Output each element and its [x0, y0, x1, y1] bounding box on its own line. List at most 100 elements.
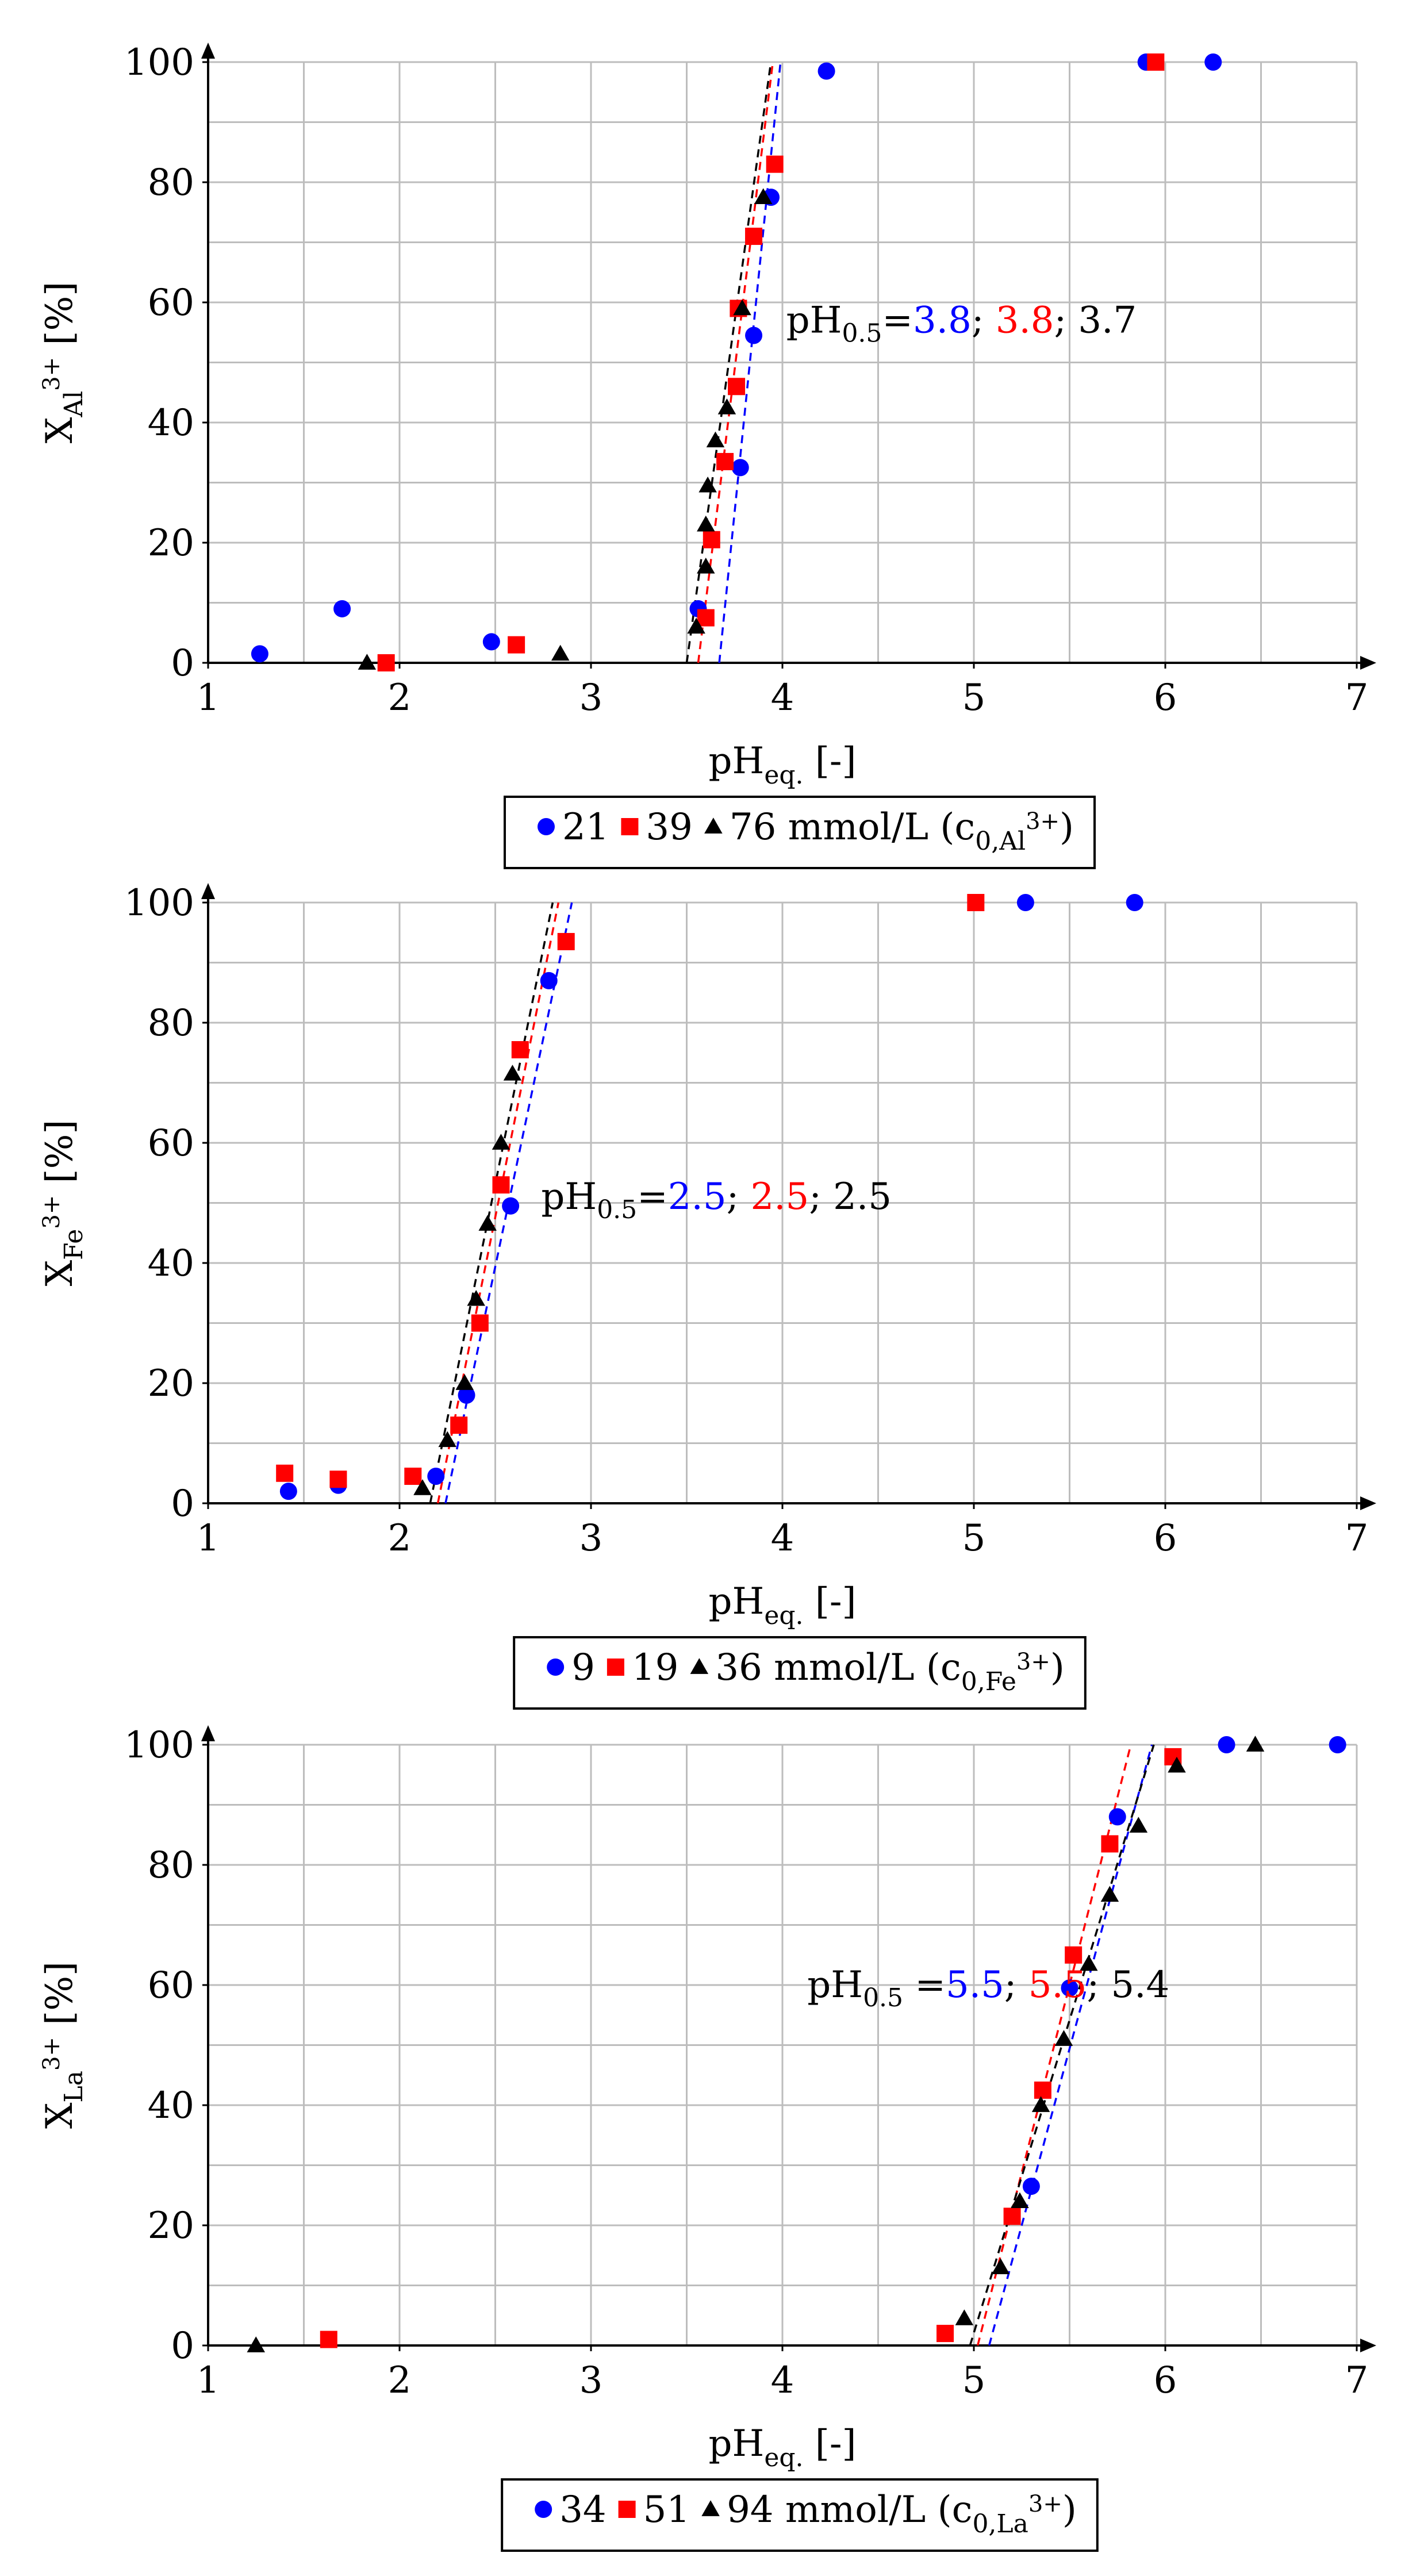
- fe-legend-marker-1: [547, 1659, 565, 1676]
- al-point-39: [728, 378, 746, 396]
- x-tick-label: 3: [579, 2359, 603, 2402]
- la-point-94: [1031, 2096, 1050, 2112]
- x-tick-label: 2: [388, 2359, 412, 2402]
- la-point-94: [1011, 2192, 1029, 2209]
- y-tick-label: 100: [124, 882, 194, 924]
- la-point-51: [320, 2331, 337, 2348]
- al-point-39: [716, 452, 734, 470]
- x-tick-label: 7: [1345, 1517, 1369, 1560]
- al-point-76: [706, 431, 725, 448]
- al-point-39: [508, 636, 525, 654]
- al-point-76: [698, 476, 717, 493]
- fe-fit-line-19: [436, 902, 560, 1504]
- x-tick-label: 7: [1345, 2359, 1369, 2402]
- al-annotation: pH0.5=3.8; 3.8; 3.7: [786, 299, 1137, 348]
- fe-point-9: [279, 1483, 297, 1500]
- fe-x-axis-arrow: [1360, 1496, 1376, 1510]
- la-series-94: [247, 1736, 1265, 2352]
- x-tick-label: 5: [962, 677, 986, 719]
- la-legend-marker-1: [535, 2501, 552, 2518]
- y-tick-label: 40: [148, 402, 194, 444]
- legend-label-1: 34: [559, 2489, 606, 2531]
- x-tick-label: 6: [1154, 2359, 1177, 2402]
- x-tick-label: 4: [771, 677, 794, 719]
- legend-label-2: 39: [646, 806, 692, 849]
- la-point-51: [1101, 1835, 1119, 1853]
- la-point-34: [1108, 1808, 1126, 1826]
- y-tick-label: 20: [148, 522, 194, 565]
- al-point-21: [817, 62, 835, 80]
- fe-point-36: [413, 1479, 432, 1495]
- la-series-34: [1022, 1736, 1346, 2195]
- y-tick-label: 60: [148, 1964, 194, 2007]
- legend-label-1: 21: [562, 806, 609, 849]
- la-point-51: [936, 2325, 954, 2343]
- la-annotation: pH0.5 =5.5; 5.5; 5.4: [807, 1964, 1169, 2013]
- x-tick-label: 5: [962, 2359, 986, 2402]
- al-point-76: [697, 558, 715, 574]
- y-tick-label: 0: [171, 1483, 194, 1525]
- al-point-39: [703, 531, 720, 548]
- x-tick-label: 5: [962, 1517, 986, 1560]
- la-point-51: [1003, 2208, 1021, 2225]
- fe-point-36: [492, 1134, 510, 1150]
- al-point-76: [733, 299, 751, 316]
- legend-label-2: 51: [643, 2489, 690, 2531]
- fe-point-36: [467, 1289, 485, 1306]
- la-y-label: XLa3+ [%]: [39, 1961, 89, 2129]
- al-point-39: [377, 654, 395, 671]
- x-tick-label: 6: [1154, 677, 1177, 719]
- al-point-39: [766, 155, 784, 173]
- al-legend-marker-1: [537, 818, 555, 835]
- la-legend: 34 51 94 mmol/L (c0,La3+): [501, 2478, 1099, 2552]
- al-point-76: [687, 617, 705, 634]
- x-tick-label: 7: [1345, 677, 1369, 719]
- legend-label-3: 36 mmol/L (c: [715, 1646, 961, 1689]
- fe-point-36: [455, 1374, 474, 1390]
- legend-label-1: 9: [571, 1646, 595, 1689]
- la-point-34: [1329, 1736, 1346, 1753]
- al-grid: [207, 61, 1358, 664]
- la-y-axis-arrow: [201, 1725, 215, 1741]
- fe-point-36: [438, 1431, 456, 1448]
- la-point-51: [1034, 2081, 1051, 2099]
- legend-label-3: 76 mmol/L (c: [730, 806, 975, 849]
- x-tick-label: 2: [388, 677, 412, 719]
- al-fit-line-39: [697, 62, 774, 663]
- al-point-21: [482, 633, 500, 651]
- y-tick-label: 80: [148, 1002, 194, 1045]
- fe-point-36: [478, 1215, 497, 1231]
- la-x-axis-arrow: [1360, 2339, 1376, 2352]
- fe-legend-marker-3: [690, 1658, 709, 1674]
- fe-point-19: [329, 1471, 347, 1488]
- al-point-39: [745, 228, 763, 245]
- fe-point-19: [450, 1416, 468, 1434]
- al-y-label: XAl3+ [%]: [39, 282, 89, 443]
- fe-legend-box: [513, 1636, 1087, 1710]
- la-point-94: [1129, 1817, 1148, 1833]
- la-legend-marker-2: [618, 2501, 636, 2518]
- al-point-76: [717, 398, 736, 414]
- la-legend-box: [501, 2478, 1099, 2552]
- la-legend-text: 34 51 94 mmol/L (c0,La3+): [523, 2489, 1077, 2539]
- la-point-94: [1100, 1886, 1119, 1902]
- legend-label-2: 19: [632, 1646, 678, 1689]
- y-tick-label: 100: [124, 41, 194, 84]
- al-point-76: [358, 654, 377, 670]
- x-tick-label: 1: [197, 2359, 220, 2402]
- la-grid: [207, 1744, 1358, 2347]
- x-tick-label: 1: [197, 1517, 220, 1560]
- al-legend-text: 21 39 76 mmol/L (c0,Al3+): [525, 806, 1074, 856]
- fe-annotation: pH0.5=2.5; 2.5; 2.5: [541, 1176, 892, 1224]
- al-legend: 21 39 76 mmol/L (c0,Al3+): [503, 796, 1096, 869]
- al-point-21: [1204, 53, 1222, 71]
- la-x-label: pHeq. [-]: [709, 2423, 857, 2473]
- x-tick-label: 3: [579, 1517, 603, 1560]
- x-tick-label: 4: [771, 2359, 794, 2402]
- la-point-94: [1080, 1955, 1098, 1971]
- y-tick-label: 60: [148, 282, 194, 324]
- fe-fit-line-36: [429, 902, 554, 1504]
- y-tick-label: 100: [124, 1724, 194, 1767]
- al-point-21: [731, 459, 749, 477]
